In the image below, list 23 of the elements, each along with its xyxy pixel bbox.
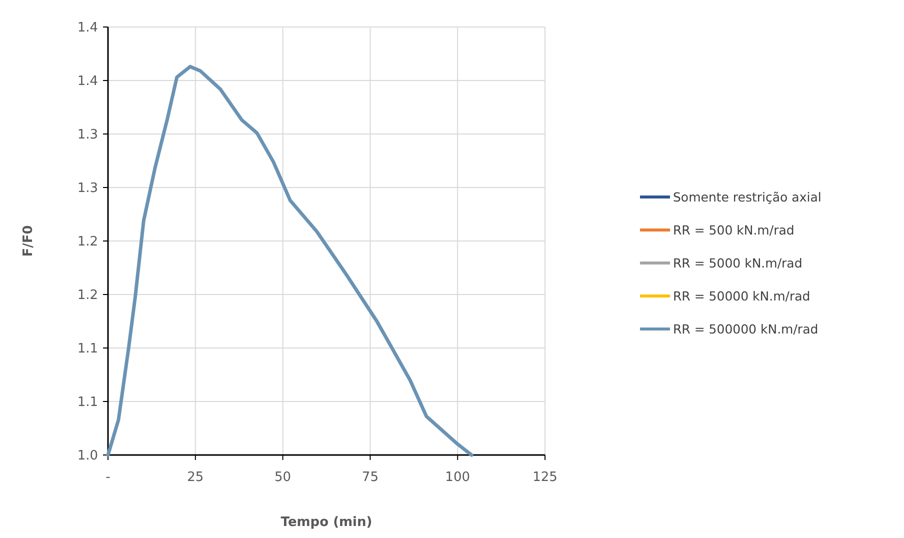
x-tick-label: 125: [532, 470, 558, 485]
legend-label: Somente restrição axial: [673, 189, 822, 204]
legend-label: RR = 50000 kN.m/rad: [673, 288, 810, 304]
y-tick-label: 1.1: [77, 395, 98, 410]
x-tick-label: 75: [362, 470, 378, 485]
y-axis-title: F/F0: [21, 225, 36, 257]
y-tick-label: 1.2: [77, 288, 98, 304]
y-tick-label: 1.2: [77, 234, 98, 250]
y-tick-label: 1.4: [77, 20, 98, 36]
x-tick-label: 100: [445, 470, 470, 485]
y-tick-label: 1.3: [77, 128, 98, 143]
x-tick-label: 50: [274, 470, 292, 485]
line-series: [106, 64, 474, 457]
y-tick-label: 1.1: [77, 342, 98, 357]
legend-label: RR = 5000 kN.m/rad: [673, 255, 802, 270]
y-tick-label: 1.0: [77, 448, 98, 464]
legend-label: RR = 500 kN.m/rad: [673, 222, 794, 238]
y-tick-label: 1.4: [77, 74, 98, 90]
legend-label: RR = 500000 kN.m/rad: [673, 321, 818, 336]
x-tick-label: 25: [187, 470, 204, 485]
y-tick-label: 1.3: [77, 181, 98, 196]
x-axis-title: Tempo (min): [280, 515, 372, 530]
x-tick-label: -: [106, 470, 111, 485]
